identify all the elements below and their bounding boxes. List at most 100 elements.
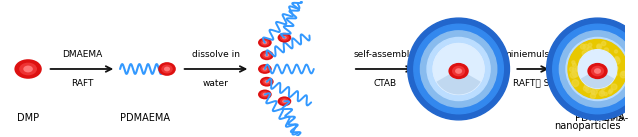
Circle shape	[587, 47, 592, 52]
Ellipse shape	[19, 63, 37, 75]
Circle shape	[597, 44, 602, 49]
Circle shape	[608, 90, 612, 94]
Text: RAFT: RAFT	[71, 79, 93, 88]
Circle shape	[594, 69, 600, 75]
Circle shape	[596, 75, 601, 80]
Circle shape	[579, 59, 584, 64]
Circle shape	[590, 62, 597, 68]
Ellipse shape	[24, 66, 33, 72]
Circle shape	[595, 67, 601, 72]
Ellipse shape	[258, 64, 272, 74]
Circle shape	[584, 86, 589, 91]
Circle shape	[595, 82, 601, 88]
Circle shape	[595, 85, 600, 90]
Circle shape	[596, 66, 600, 70]
Text: PDMAEMA: PDMAEMA	[121, 113, 170, 123]
Ellipse shape	[258, 90, 272, 99]
Text: PDMAEMA-: PDMAEMA-	[575, 113, 628, 123]
Circle shape	[572, 61, 575, 64]
Circle shape	[590, 75, 594, 80]
Ellipse shape	[594, 68, 601, 74]
Circle shape	[609, 64, 615, 70]
Ellipse shape	[280, 35, 289, 41]
Circle shape	[600, 70, 605, 75]
Circle shape	[584, 60, 590, 66]
Circle shape	[578, 68, 582, 72]
Circle shape	[601, 68, 606, 74]
Circle shape	[605, 79, 612, 85]
Circle shape	[599, 81, 604, 85]
Circle shape	[433, 44, 484, 94]
Circle shape	[602, 62, 607, 67]
Text: nanoparticles: nanoparticles	[554, 121, 621, 131]
Circle shape	[560, 31, 635, 107]
Circle shape	[599, 59, 603, 63]
Ellipse shape	[158, 62, 176, 76]
Circle shape	[598, 49, 602, 52]
Circle shape	[420, 31, 497, 107]
Circle shape	[595, 69, 602, 76]
Circle shape	[593, 66, 600, 72]
Circle shape	[595, 68, 598, 73]
Circle shape	[607, 69, 611, 73]
Circle shape	[592, 77, 598, 84]
Circle shape	[572, 44, 623, 94]
Circle shape	[570, 67, 574, 72]
Circle shape	[592, 65, 597, 69]
Circle shape	[609, 89, 613, 92]
Circle shape	[602, 42, 606, 46]
Ellipse shape	[262, 79, 271, 85]
Circle shape	[597, 67, 602, 72]
Text: water: water	[203, 79, 229, 88]
Circle shape	[581, 44, 585, 49]
Circle shape	[553, 24, 638, 114]
Circle shape	[593, 66, 600, 73]
Circle shape	[614, 58, 620, 64]
Circle shape	[568, 39, 627, 99]
Circle shape	[596, 65, 602, 71]
Circle shape	[573, 63, 576, 67]
Circle shape	[614, 57, 619, 61]
Circle shape	[588, 71, 594, 77]
Ellipse shape	[282, 36, 287, 39]
Circle shape	[575, 66, 582, 72]
Ellipse shape	[262, 93, 267, 96]
Circle shape	[600, 72, 605, 77]
Circle shape	[597, 69, 600, 72]
Ellipse shape	[280, 98, 289, 104]
Text: dissolve in: dissolve in	[192, 50, 240, 59]
Circle shape	[600, 77, 605, 83]
Text: CTAB: CTAB	[373, 79, 396, 88]
Circle shape	[596, 67, 599, 71]
Circle shape	[614, 66, 618, 70]
Ellipse shape	[264, 54, 269, 57]
Circle shape	[597, 66, 600, 69]
Ellipse shape	[591, 66, 604, 76]
Circle shape	[597, 67, 601, 71]
Ellipse shape	[262, 41, 267, 44]
Circle shape	[589, 75, 595, 81]
Circle shape	[586, 71, 593, 78]
Circle shape	[593, 61, 600, 68]
Circle shape	[590, 54, 596, 60]
Ellipse shape	[449, 63, 469, 79]
Circle shape	[595, 67, 601, 73]
Circle shape	[586, 87, 591, 93]
Circle shape	[583, 44, 589, 50]
Circle shape	[582, 51, 587, 56]
Circle shape	[608, 72, 611, 75]
Ellipse shape	[161, 65, 173, 73]
Circle shape	[586, 68, 592, 74]
Circle shape	[620, 72, 627, 78]
Ellipse shape	[260, 91, 269, 98]
Circle shape	[597, 54, 601, 58]
Circle shape	[598, 68, 603, 73]
Circle shape	[599, 62, 605, 68]
Text: miniemulsion: miniemulsion	[503, 50, 563, 59]
Circle shape	[588, 71, 591, 74]
Circle shape	[592, 67, 598, 74]
Circle shape	[591, 89, 597, 95]
Circle shape	[592, 60, 595, 63]
Circle shape	[566, 37, 629, 101]
Ellipse shape	[262, 67, 267, 71]
